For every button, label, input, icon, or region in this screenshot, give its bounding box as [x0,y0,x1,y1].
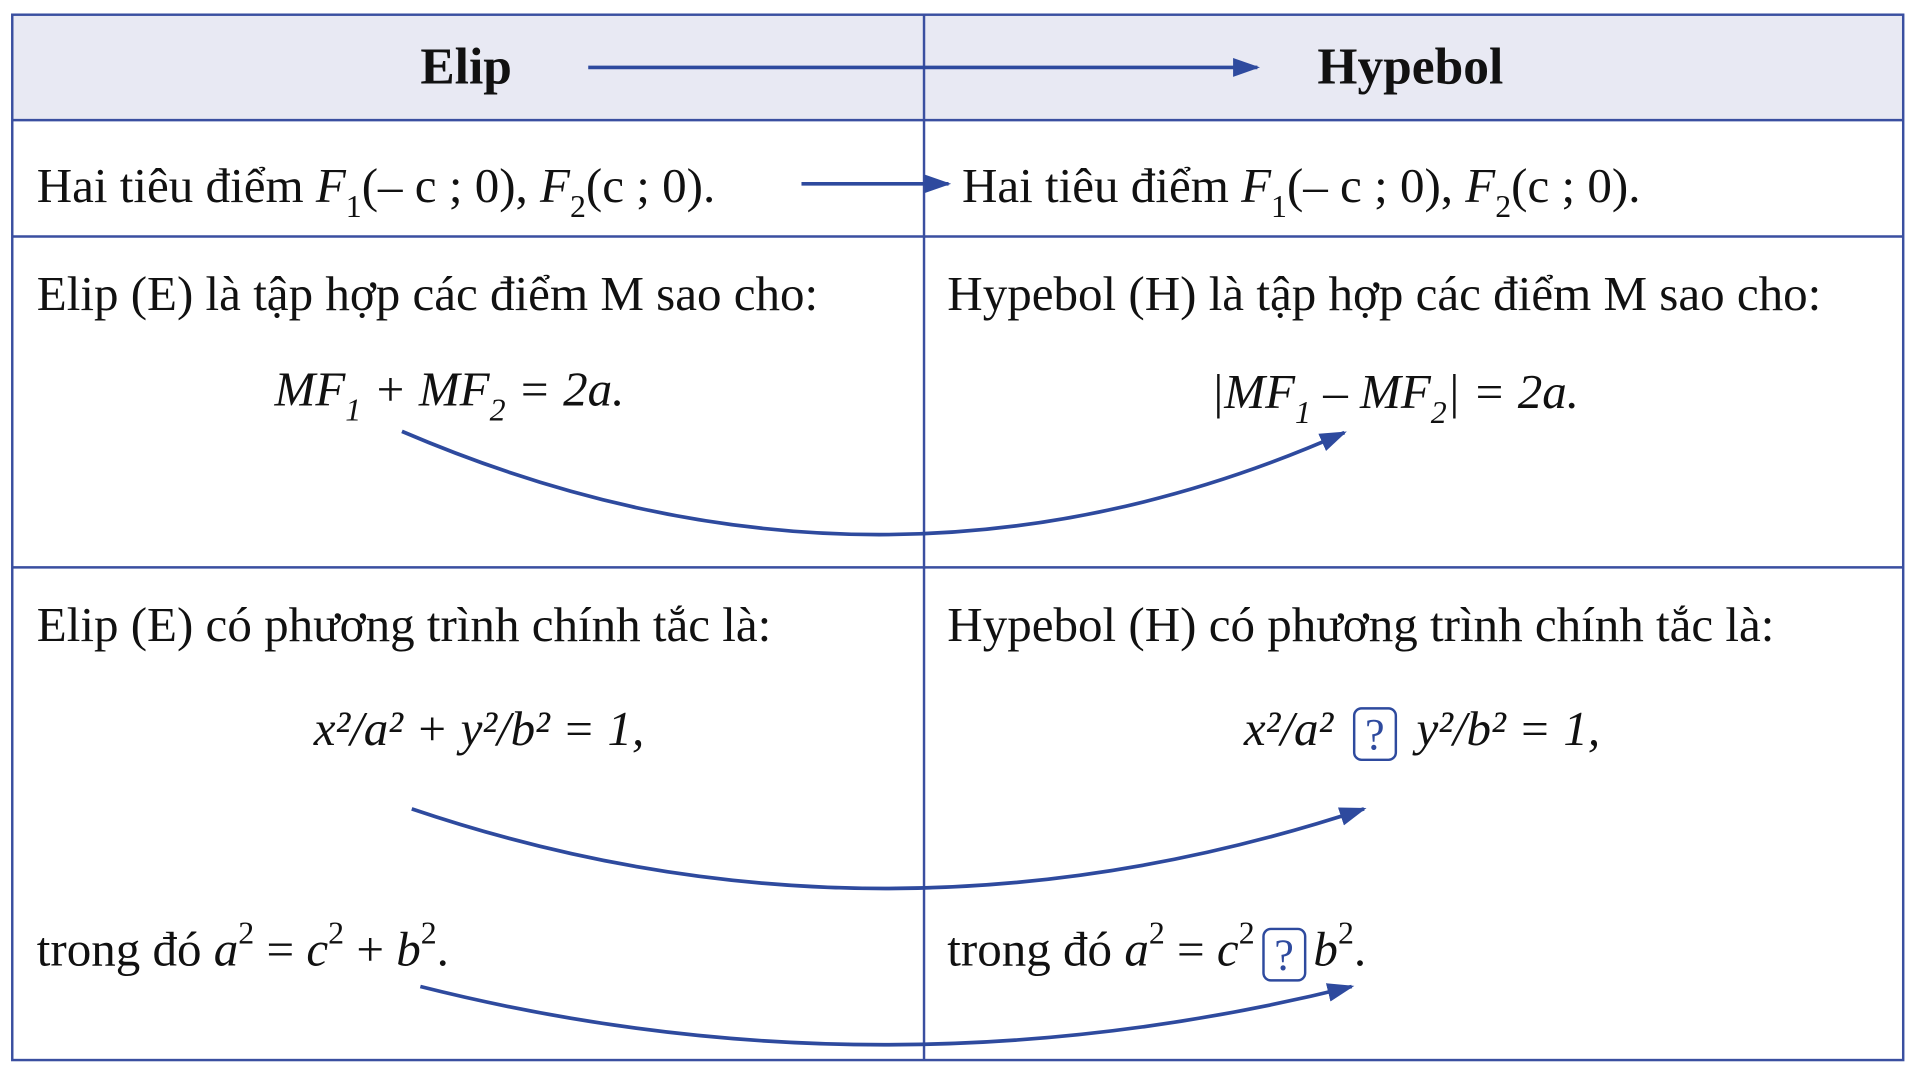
hypebol-definition-formula: |MF1 – MF2| = 2a. [1210,363,1580,431]
arrow-definition [401,429,1347,537]
elip-definition-formula: MF1 + MF2 = 2a. [274,361,625,428]
header-elip: Elip [420,39,512,96]
hypebol-relation: trong đó a2 = c2? b2. [947,917,1366,982]
elip-relation: trong đó a2 = c2 + b2. [36,915,449,977]
elip-foci: Hai tiêu điểm F1(– c ; 0), F2(c ; 0). [36,158,716,225]
placeholder-sign-box[interactable]: ? [1352,706,1397,761]
placeholder-sign-box[interactable]: ? [1261,927,1307,982]
elip-equation-label: Elip (E) có phương trình chính tắc là: [36,596,772,652]
elip-definition: Elip (E) là tập hợp các điểm M sao cho: [36,265,819,322]
hypebol-definition: Hypebol (H) là tập hợp các điểm M sao ch… [947,265,1822,322]
hypebol-equation: x²/a² ? y²/b² = 1, [1244,704,1600,761]
header-hypebol: Hypebol [1317,39,1504,96]
hypebol-equation-label: Hypebol (H) có phương trình chính tắc là… [947,596,1775,652]
arrow-relation [419,983,1355,1047]
elip-equation: x²/a² + y²/b² = 1, [313,700,645,757]
hypebol-foci: Hai tiêu điểm F1(– c ; 0), F2(c ; 0). [962,158,1641,225]
arrow-equation [411,807,1367,891]
